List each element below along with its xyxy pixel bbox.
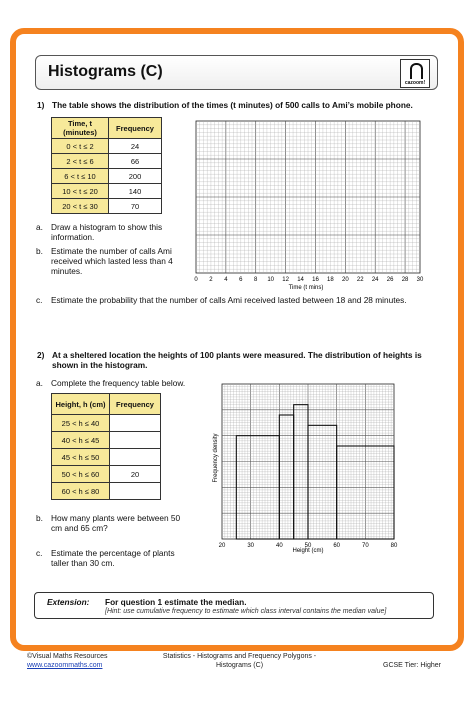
chart-x-tick-label: 50	[305, 543, 312, 549]
q1-grid-tick-label: 16	[312, 277, 319, 283]
q1-grid-tick-label: 26	[387, 277, 394, 283]
extension-hint: [Hint: use cumulative frequency to estim…	[105, 608, 387, 615]
q1-table-cell: 20 < t ≤ 30	[51, 198, 109, 214]
chart-x-tick-label: 70	[362, 543, 369, 549]
footer-link[interactable]: www.cazoommaths.com	[27, 662, 103, 669]
q1-grid-tick-label: 24	[372, 277, 379, 283]
q1-part-a: Draw a histogram to show this informatio…	[51, 222, 163, 242]
q1-frequency-table: Time, t (minutes) Frequency 0 < t ≤ 2 24 …	[51, 117, 162, 214]
q1-table-cell: 6 < t ≤ 10	[51, 168, 109, 184]
q2-part-c: Estimate the percentage of plants taller…	[51, 548, 175, 568]
q2-table-header-height: Height, h (cm)	[51, 393, 110, 415]
q2-table-cell	[109, 414, 161, 432]
q1-table-cell: 66	[108, 153, 162, 169]
q1-grid-tick-label: 10	[267, 277, 274, 283]
chart-x-tick-label: 30	[247, 543, 254, 549]
q1-text: The table shows the distribution of the …	[52, 100, 413, 110]
q2-text: At a sheltered location the heights of 1…	[52, 350, 422, 370]
q2-table-cell: 45 < h ≤ 50	[51, 448, 110, 466]
q1-grid-tick-label: 18	[327, 277, 334, 283]
q2-table-header-frequency: Frequency	[109, 393, 161, 415]
footer-topic-line1: Statistics - Histograms and Frequency Po…	[162, 653, 317, 660]
extension-label: Extension:	[47, 597, 90, 607]
q2-histogram: 20 30 40 50 60 70 80 Frequency density Height …	[213, 383, 398, 554]
q2-part-c-label: c.	[36, 548, 43, 558]
q2-table-cell: 60 < h ≤ 80	[51, 482, 110, 500]
q2-part-b: How many plants were between 50 cm and 6…	[51, 513, 181, 533]
q2-table-cell: 25 < h ≤ 40	[51, 414, 110, 432]
footer-tier: GCSE Tier: Higher	[383, 662, 441, 669]
q1-grid-tick-label: 22	[357, 277, 364, 283]
logo-text: cazoom!	[404, 80, 426, 86]
cazoom-logo: cazoom!	[400, 59, 430, 88]
q2-part-a: Complete the frequency table below.	[51, 378, 186, 388]
logo-arch-icon	[410, 63, 423, 79]
q1-grid-tick-label: 2	[209, 277, 213, 283]
q1-table-cell: 140	[108, 183, 162, 199]
q2-table-cell	[109, 482, 161, 500]
q2-table-cell: 20	[109, 465, 161, 483]
q1-grid-tick-label: 30	[417, 277, 424, 283]
title-bar: Histograms (C) cazoom!	[35, 55, 438, 90]
q1-grid-tick-label: 8	[254, 277, 258, 283]
q2-table-cell: 40 < h ≤ 45	[51, 431, 110, 449]
q1-grid-tick-label: 0	[194, 277, 198, 283]
q1-table-cell: 2 < t ≤ 6	[51, 153, 109, 169]
q1-grid-tick-label: 12	[282, 277, 289, 283]
q1-grid-tick-label: 20	[342, 277, 349, 283]
q2-part-b-label: b.	[36, 513, 43, 523]
chart-x-tick-label: 60	[333, 543, 340, 549]
footer-topic-line2: Histograms (C)	[215, 662, 264, 669]
q1-grid-tick-label: 4	[224, 277, 228, 283]
q1-table-cell: 10 < t ≤ 20	[51, 183, 109, 199]
q1-table-cell: 70	[108, 198, 162, 214]
q1-part-c-label: c.	[36, 295, 43, 305]
chart-x-tick-label: 40	[276, 543, 283, 549]
q1-grid-xlabel: Time (t mins)	[289, 285, 324, 291]
chart-x-tick-label: 80	[391, 543, 398, 549]
q1-part-c: Estimate the probability that the number…	[51, 295, 407, 305]
q2-frequency-table: Height, h (cm) Frequency 25 < h ≤ 40 40 …	[51, 393, 161, 500]
q1-table-cell: 24	[108, 138, 162, 154]
page-title: Histograms (C)	[48, 63, 163, 80]
q1-grid-tick-label: 28	[402, 277, 409, 283]
q1-part-b: Estimate the number of calls Ami receive…	[51, 246, 173, 276]
q2-part-a-label: a.	[36, 378, 43, 388]
q1-part-b-label: b.	[36, 246, 43, 256]
q1-blank-grid: 0 2 4 6 8 10 12 14 16 18 20 22 24 26 28 30 Time (t mins…	[194, 120, 424, 291]
q1-table-cell: 0 < t ≤ 2	[51, 138, 109, 154]
q1-number: 1)	[37, 100, 45, 110]
q2-table-cell: 50 < h ≤ 60	[51, 465, 110, 483]
q1-part-a-label: a.	[36, 222, 43, 232]
q1-table-cell: 200	[108, 168, 162, 184]
q1-grid-tick-label: 14	[297, 277, 304, 283]
q2-table-cell	[109, 448, 161, 466]
extension-text: For question 1 estimate the median.	[105, 597, 247, 607]
chart-ylabel: Frequency density	[213, 433, 219, 482]
q2-number: 2)	[37, 350, 45, 360]
q2-table-cell	[109, 431, 161, 449]
q1-table-header-time: Time, t (minutes)	[51, 117, 109, 139]
chart-xlabel: Height (cm)	[292, 548, 323, 554]
histogram-bar	[336, 445, 395, 540]
q1-grid-tick-label: 6	[239, 277, 243, 283]
chart-x-tick-label: 20	[219, 543, 226, 549]
extension-box: Extension: For question 1 estimate the m…	[34, 592, 434, 619]
footer-copyright: ©Visual Maths Resources	[27, 653, 108, 660]
q1-table-header-frequency: Frequency	[108, 117, 162, 139]
